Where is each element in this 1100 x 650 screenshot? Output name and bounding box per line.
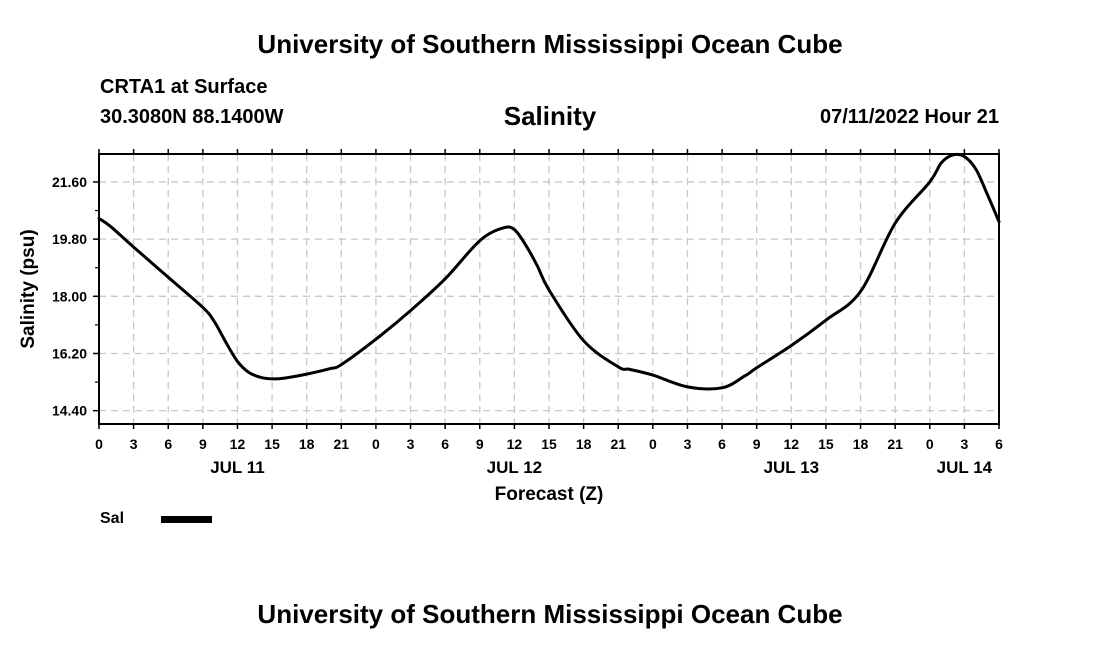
x-tick-label: 6 [164, 436, 172, 452]
y-axis-title: Salinity (psu) [18, 229, 39, 348]
x-tick-label: 0 [95, 436, 103, 452]
x-tick-label: 9 [753, 436, 761, 452]
chart-title: Salinity [503, 101, 597, 131]
x-tick-label: 0 [372, 436, 380, 452]
x-tick-label: 12 [507, 436, 523, 452]
tick-layer [93, 149, 1000, 429]
x-tick-label: 18 [576, 436, 592, 452]
forecast-datetime: 07/11/2022 Hour 21 [819, 106, 999, 128]
x-tick-label: 12 [784, 436, 800, 452]
y-tick-label: 18.00 [52, 288, 87, 304]
x-axis-title: Forecast (Z) [495, 484, 604, 505]
footer-title: University of Southern Mississippi Ocean… [257, 599, 843, 629]
x-tick-label: 15 [818, 436, 834, 452]
salinity-series-line [97, 152, 1001, 391]
x-tick-label: 6 [718, 436, 726, 452]
x-date-label: JUL 12 [487, 458, 542, 477]
x-tick-label: 0 [926, 436, 934, 452]
y-tick-label: 14.40 [52, 403, 87, 419]
x-tick-label: 3 [684, 436, 692, 452]
x-date-label: JUL 14 [937, 458, 993, 477]
x-tick-label: 21 [887, 436, 903, 452]
x-tick-label: 3 [130, 436, 138, 452]
station-label: CRTA1 at Surface [100, 76, 268, 98]
x-tick-label: 9 [476, 436, 484, 452]
x-date-label: JUL 13 [764, 458, 819, 477]
x-tick-label: 15 [264, 436, 280, 452]
x-tick-label: 18 [853, 436, 869, 452]
coordinates-label: 30.3080N 88.1400W [100, 106, 284, 128]
page-title: University of Southern Mississippi Ocean… [257, 29, 843, 59]
x-tick-label: 21 [610, 436, 626, 452]
x-tick-label: 3 [407, 436, 415, 452]
x-tick-label: 3 [960, 436, 968, 452]
legend-swatch [161, 516, 212, 523]
y-tick-label: 21.60 [52, 174, 87, 190]
legend-label: Sal [100, 510, 125, 527]
x-tick-label: 0 [649, 436, 657, 452]
y-tick-label: 19.80 [52, 231, 87, 247]
x-tick-label: 6 [441, 436, 449, 452]
x-tick-label: 21 [334, 436, 350, 452]
x-tick-label: 6 [995, 436, 1003, 452]
x-tick-label: 12 [230, 436, 246, 452]
x-tick-label: 18 [299, 436, 315, 452]
x-tick-label: 9 [199, 436, 207, 452]
grid-layer [99, 154, 999, 424]
y-tick-label: 16.20 [52, 345, 87, 361]
x-date-label: JUL 11 [210, 458, 265, 477]
label-layer: 0 3 6 9 12 15 18 21 0 3 6 9 12 15 18 21 0 3 6 9 12 15 18 21 0 3 6 1… [52, 174, 1003, 477]
x-tick-label: 15 [541, 436, 557, 452]
